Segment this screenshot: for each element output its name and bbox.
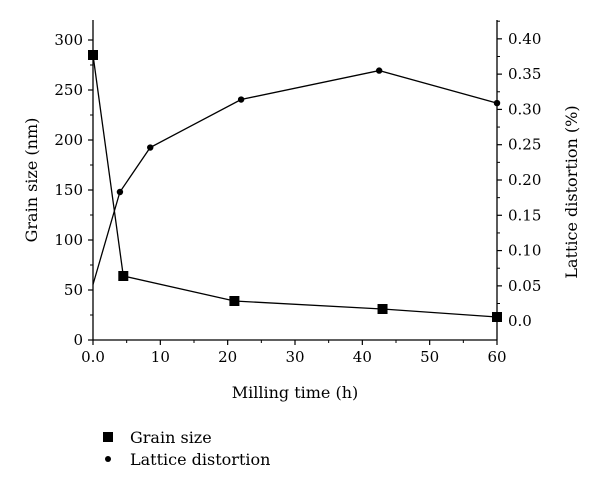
y-tick-label: 50 bbox=[64, 281, 83, 299]
x-tick-label: 40 bbox=[353, 348, 372, 366]
y-axis-title: Grain size (nm) bbox=[22, 118, 41, 243]
y2-tick-label: 0.30 bbox=[508, 100, 541, 118]
grain-size-point bbox=[229, 296, 240, 306]
y2-tick-label: 0.40 bbox=[508, 30, 541, 48]
grain-size-point bbox=[88, 50, 98, 60]
legend: Grain size Lattice distortion bbox=[96, 426, 270, 470]
legend-item-lattice-distortion: Lattice distortion bbox=[96, 448, 270, 470]
legend-label: Lattice distortion bbox=[130, 449, 271, 469]
lattice-distortion-point bbox=[493, 99, 501, 107]
y-tick-label: 150 bbox=[54, 181, 83, 199]
y2-axis-title: Lattice distortion (%) bbox=[562, 105, 581, 278]
series-layer bbox=[88, 50, 502, 322]
lattice-distortion-point bbox=[116, 188, 124, 196]
grain-size-point bbox=[377, 304, 388, 314]
x-tick-label: 0.0 bbox=[81, 348, 105, 366]
x-tick-label: 60 bbox=[487, 348, 506, 366]
y-tick-label: 0 bbox=[73, 331, 83, 349]
y-tick-label: 300 bbox=[54, 31, 83, 49]
y2-tick-label: 0.0 bbox=[508, 312, 532, 330]
y-tick-label: 250 bbox=[54, 81, 83, 99]
y2-tick-label: 0.25 bbox=[508, 136, 541, 154]
lattice-distortion-point bbox=[375, 67, 383, 74]
y2-tick-label: 0.20 bbox=[508, 171, 541, 189]
chart: 0.0 10 20 30 40 50 60 0 50 100 150 200 250 300 0.0 0.05… bbox=[22, 20, 581, 402]
y-tick-label: 100 bbox=[54, 231, 83, 249]
x-axis-title: Milling time (h) bbox=[232, 383, 359, 402]
lattice-distortion-point bbox=[237, 96, 245, 103]
y2-tick-label: 0.05 bbox=[508, 277, 541, 295]
legend-label: Grain size bbox=[130, 427, 212, 447]
y2-tick-label: 0.15 bbox=[508, 206, 541, 224]
square-marker-icon bbox=[96, 432, 120, 442]
y2-tick-label: 0.35 bbox=[508, 65, 541, 83]
axes: 0.0 10 20 30 40 50 60 0 50 100 150 200 250 300 0.0 0.05… bbox=[54, 20, 541, 366]
grain-size-point bbox=[492, 312, 502, 322]
legend-item-grain-size: Grain size bbox=[96, 426, 270, 448]
x-tick-label: 50 bbox=[420, 348, 439, 366]
grain-size-line bbox=[92, 54, 498, 318]
circle-marker-icon bbox=[96, 456, 120, 462]
x-tick-label: 30 bbox=[285, 348, 304, 366]
x-tick-label: 10 bbox=[151, 348, 170, 366]
x-tick-label: 20 bbox=[218, 348, 237, 366]
y-tick-label: 200 bbox=[54, 131, 83, 149]
lattice-distortion-line bbox=[92, 69, 498, 285]
grain-size-point bbox=[118, 271, 129, 281]
y2-tick-label: 0.10 bbox=[508, 242, 541, 260]
lattice-distortion-point bbox=[147, 144, 154, 151]
